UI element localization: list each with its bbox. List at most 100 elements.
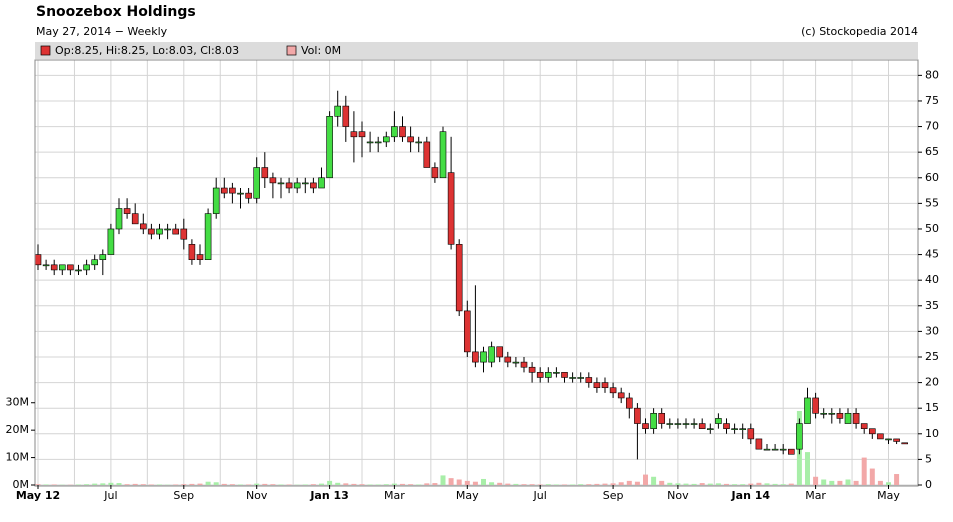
volume-bar: [408, 484, 413, 485]
candle-body: [76, 270, 82, 271]
candle-body: [108, 229, 114, 255]
y-tick-label: 0: [925, 478, 932, 491]
volume-bar: [368, 484, 373, 485]
candle-body: [618, 393, 624, 398]
candle-body: [67, 265, 73, 270]
candle-body: [165, 229, 171, 230]
volume-bar: [133, 484, 138, 485]
volume-bar: [400, 484, 405, 485]
volume-bar: [562, 484, 567, 485]
candle-body: [221, 188, 227, 193]
candle-body: [181, 229, 187, 239]
candle-body: [667, 424, 673, 425]
candle-body: [375, 142, 381, 143]
volume-bar: [473, 482, 478, 485]
candle-body: [537, 372, 543, 377]
x-tick-label: May: [877, 489, 900, 502]
volume-bar: [44, 484, 49, 485]
volume-bar: [424, 483, 429, 485]
x-tick-label: May 12: [16, 489, 60, 502]
y-tick-label: 70: [925, 120, 939, 133]
volume-bar: [821, 480, 826, 485]
y2-tick-label: 30M: [6, 396, 30, 409]
candle-body: [707, 429, 713, 430]
y-tick-label: 10: [925, 427, 939, 440]
volume-bar: [416, 484, 421, 485]
candle-body: [205, 214, 211, 260]
volume-bar: [157, 484, 162, 485]
volume-bar: [222, 484, 227, 485]
chart-title: Snoozebox Holdings: [36, 4, 196, 20]
candle-body: [845, 413, 851, 423]
x-tick-label: Jul: [533, 489, 547, 502]
volume-bar: [781, 484, 786, 485]
volume-bar: [692, 484, 697, 485]
y-tick-label: 65: [925, 145, 939, 158]
y-tick-label: 50: [925, 222, 939, 235]
candle-body: [756, 439, 762, 449]
candle-body: [764, 449, 770, 450]
candle-body: [853, 413, 859, 423]
volume-bar: [360, 484, 365, 485]
volume-bar: [813, 477, 818, 485]
candle-body: [351, 132, 357, 137]
candle-body: [327, 116, 333, 177]
volume-bar: [894, 474, 899, 485]
candle-body: [877, 434, 883, 439]
candle-body: [302, 183, 308, 184]
candle-body: [869, 429, 875, 434]
candle-body: [35, 255, 41, 265]
candle-body: [634, 408, 640, 423]
candle-body: [367, 142, 373, 143]
candle-body: [157, 229, 163, 234]
x-tick-label: Nov: [667, 489, 689, 502]
candle-body: [432, 168, 438, 178]
volume-bar: [643, 475, 648, 485]
candle-body: [610, 388, 616, 393]
candle-body: [59, 265, 65, 270]
candle-body: [545, 372, 551, 377]
volume-bar: [530, 484, 535, 485]
candle-body: [335, 106, 341, 116]
volume-bar: [732, 484, 737, 485]
volume-bar: [125, 484, 130, 485]
candle-body: [513, 362, 519, 363]
x-tick-label: Mar: [805, 489, 826, 502]
volume-bar: [635, 482, 640, 485]
credit: (c) Stockopedia 2014: [801, 25, 918, 38]
candle-body: [724, 424, 730, 429]
volume-bar: [457, 480, 462, 485]
volume-bar: [149, 484, 154, 485]
volume-bar: [651, 477, 656, 485]
y-tick-label: 20: [925, 376, 939, 389]
y-tick-label: 5: [925, 452, 932, 465]
legend-price: Op:8.25, Hi:8.25, Lo:8.03, Cl:8.03: [55, 44, 239, 57]
candle-body: [748, 429, 754, 439]
candle-body: [464, 311, 470, 352]
candle-body: [594, 383, 600, 388]
candle-body: [886, 439, 892, 440]
candle-body: [553, 372, 559, 373]
volume-bar: [481, 479, 486, 485]
volume-bar: [230, 484, 235, 485]
y-tick-label: 75: [925, 94, 939, 107]
candle-body: [715, 418, 721, 423]
y-tick-label: 40: [925, 273, 939, 286]
y-tick-label: 80: [925, 68, 939, 81]
candle-body: [51, 265, 57, 270]
candle-body: [400, 127, 406, 137]
candle-body: [626, 398, 632, 408]
volume-bar: [189, 484, 194, 485]
candle-body: [578, 377, 584, 378]
candle-body: [84, 265, 90, 270]
volume-bar: [335, 483, 340, 485]
candle-body: [562, 372, 568, 377]
y-tick-label: 45: [925, 248, 939, 261]
candle-body: [796, 424, 802, 450]
volume-bar: [586, 484, 591, 485]
candle-body: [173, 229, 179, 234]
volume-bar: [505, 484, 510, 485]
volume-bar: [497, 483, 502, 485]
volume-bar: [238, 484, 243, 485]
candle-body: [116, 208, 122, 228]
